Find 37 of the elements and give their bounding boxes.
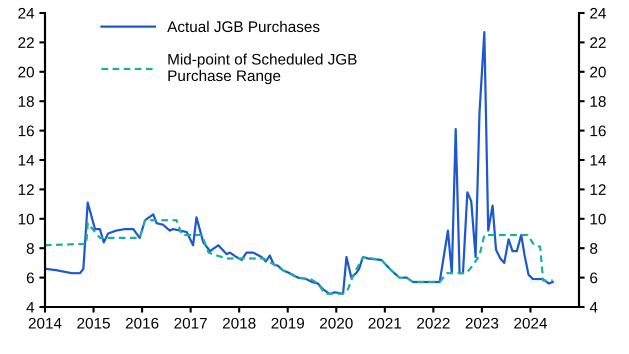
x-tick-label: 2014 (28, 318, 62, 329)
y-tick-label: 4 (26, 302, 34, 313)
y-tick-label: 8 (26, 243, 34, 254)
y-tick-label: 16 (18, 125, 34, 136)
x-tick-label: 2019 (272, 318, 304, 329)
y-tick-label: 6 (26, 272, 34, 284)
line-series (45, 219, 554, 295)
x-tick-label: 2021 (368, 318, 402, 329)
x-tick-label: 2024 (514, 318, 548, 329)
legend-label: Mid-point of Scheduled JGB Purchase Range (168, 53, 357, 84)
y2-tick-label: 18 (590, 96, 606, 107)
y2-tick-label: 10 (590, 214, 606, 224)
y2-tick-label: 24 (590, 8, 606, 19)
y2-tick-label: 6 (590, 272, 598, 284)
x-tick-label: 2016 (126, 318, 158, 329)
x-tick-label: 2017 (174, 318, 207, 329)
y-tick-label: 18 (18, 96, 34, 107)
x-tick-label: 2018 (222, 318, 256, 329)
y2-tick-label: 14 (590, 155, 606, 166)
y-tick-label: 24 (18, 8, 34, 19)
x-tick-label: 2020 (320, 318, 353, 329)
y-tick-label: 22 (18, 37, 34, 48)
legend-label: Actual JGB Purchases (167, 20, 320, 32)
y2-tick-label: 12 (590, 184, 606, 195)
y-tick-label: 12 (18, 184, 34, 195)
y2-tick-label: 4 (590, 302, 598, 313)
x-tick-label: 2022 (417, 318, 450, 329)
y-tick-label: 20 (18, 66, 34, 78)
line-series (45, 31, 554, 295)
y-tick-label: 14 (18, 155, 34, 166)
y2-tick-label: 8 (590, 243, 598, 254)
y2-tick-label: 20 (590, 66, 606, 78)
x-tick-label: 2015 (77, 318, 110, 329)
y-tick-label: 10 (18, 214, 34, 224)
x-tick-label: 2023 (466, 318, 498, 329)
y2-tick-label: 22 (590, 37, 606, 48)
y2-tick-label: 16 (590, 125, 606, 136)
